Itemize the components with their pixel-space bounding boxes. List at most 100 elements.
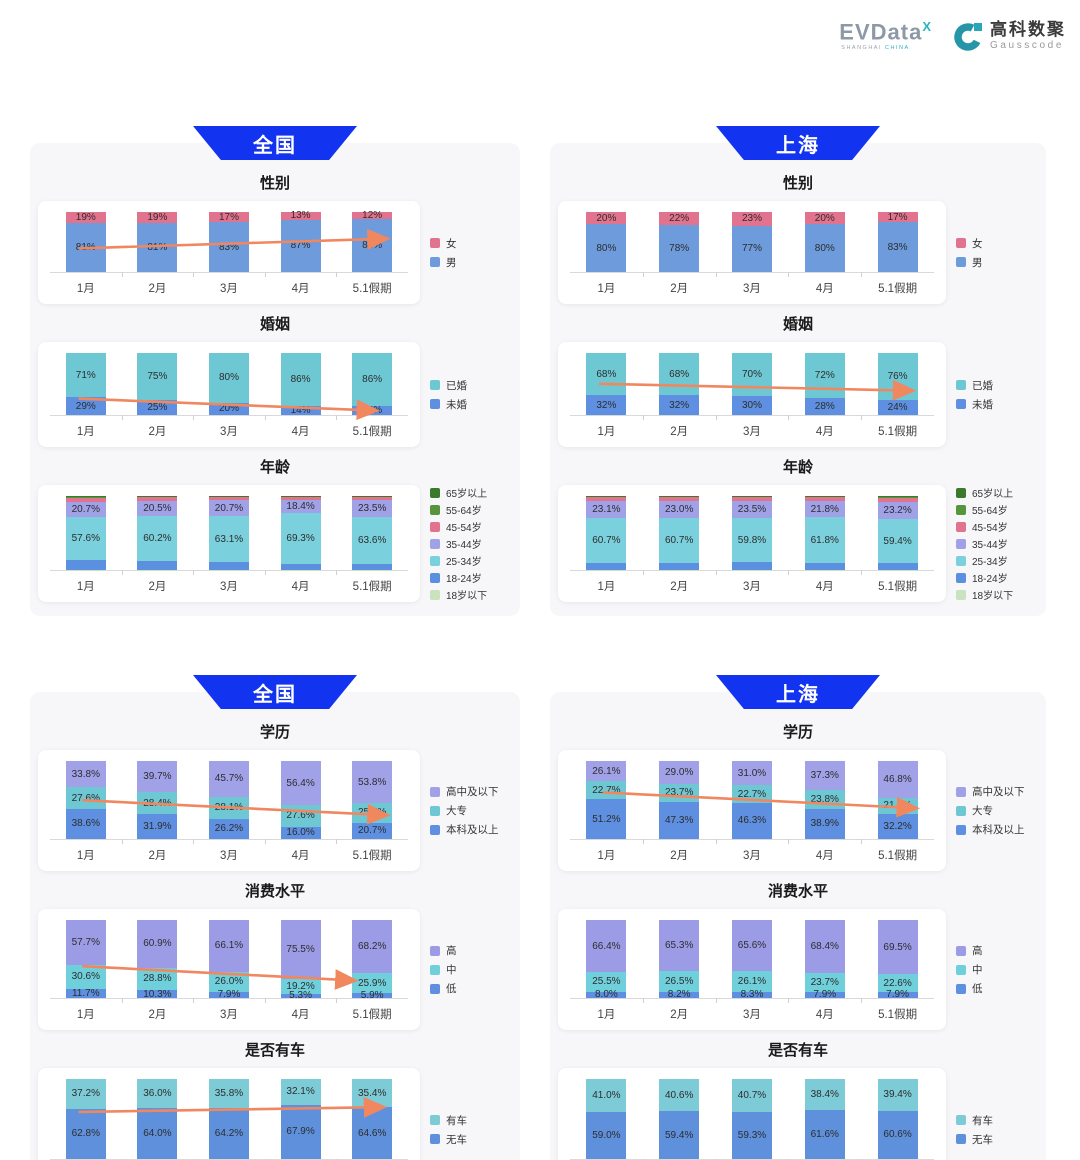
panel-shanghai-socioeconomic: 上海 学历 51.2% 22.7% 26.1% 47.3% 23.7% 29.0% 46.3%… [550, 675, 1046, 1160]
segment-value-label: 23% [741, 213, 762, 225]
chart-婚姻: 婚姻 29% 71% 25% 75% 20% 80% 14% 86% 14% 86% 1月 2月 3月 4月… [38, 313, 512, 447]
segment-value-label: 16.0% [286, 827, 315, 839]
bar-segment-25-34岁: 61.8% [804, 517, 845, 564]
stacked-bar: 32% 68% [659, 353, 700, 415]
chart-card: 38.6% 27.6% 33.8% 31.9% 28.4% 39.7% 26.2% 28.1%… [38, 750, 420, 871]
segment-value-label: 25.5% [357, 807, 387, 819]
bar-segment-未婚: 25% [137, 399, 178, 415]
month-label: 1月 [597, 1009, 616, 1021]
legend-item-无车: 无车 [430, 1132, 512, 1147]
bar-segment-高: 65.6% [731, 920, 772, 972]
legend-swatch-icon [430, 824, 440, 835]
segment-value-label: 32% [669, 399, 690, 411]
bar-segment-男: 78% [659, 225, 700, 272]
month-label: 1月 [76, 581, 95, 593]
bar-segment-本科及以上: 47.3% [659, 802, 700, 839]
axis-tick [642, 272, 644, 277]
legend-item-18岁以下: 18岁以下 [956, 587, 1038, 602]
stacked-bar: 60.7% 23.0% [659, 496, 700, 570]
chart-row: 59.0% 41.0% 59.4% 40.6% 59.3% 40.7% 61.6% 38.4%… [558, 1068, 1038, 1160]
segment-value-label: 7.9% [813, 989, 837, 1001]
bar-slot: 47.3% 23.7% 29.0% [643, 761, 716, 839]
bar-segment-55-64岁 [208, 496, 249, 498]
segment-value-label: 30.6% [71, 971, 100, 983]
stacked-bar: 16.0% 27.6% 56.4% [280, 761, 321, 839]
stacked-bar: 59.3% 40.7% [731, 1079, 772, 1159]
bar-segment-35-44岁: 20.7% [65, 501, 106, 517]
stacked-bar: 61.6% 38.4% [804, 1079, 845, 1159]
bar-slot: 10.3% 28.8% 60.9% [122, 920, 194, 1000]
axis-tick [193, 272, 195, 277]
segment-value-label: 8.2% [667, 989, 691, 1001]
legend-item-65岁以上: 65岁以上 [430, 485, 512, 500]
chart-row: 29% 71% 25% 75% 20% 80% 14% 86% 14% 86% 1月 2月 3月 4月 5.… [38, 342, 512, 447]
legend-label: 未婚 [446, 398, 467, 411]
bar-segment-大专: 22.7% [586, 781, 627, 800]
chart-title: 年龄 [259, 459, 290, 476]
legend-label: 18-24岁 [972, 574, 1008, 585]
axis-tick [715, 570, 717, 575]
bar-segment-大专: 23.7% [659, 783, 700, 803]
bar-slot: 38.9% 23.8% 37.3% [788, 761, 861, 839]
bar-segment-已婚: 70% [731, 353, 772, 397]
axis-tick [336, 998, 338, 1003]
chart-性别: 性别 80% 20% 78% 22% 77% 23% 80% 20% 83% 17% 1月 2月 3月 4月… [558, 172, 1038, 304]
legend-label: 本科及以上 [446, 824, 499, 836]
month-label: 2月 [148, 581, 167, 593]
legend-label: 无车 [446, 1133, 467, 1146]
legend-item-大专: 大专 [430, 803, 512, 818]
legend-label: 高 [972, 945, 983, 957]
bar-segment-女: 13% [280, 210, 321, 221]
bar-segment-35-44岁: 23.5% [731, 500, 772, 519]
legend-item-高中及以下: 高中及以下 [430, 784, 512, 799]
segment-value-label: 20.7% [214, 502, 244, 514]
stacked-bar: 5.3% 19.2% 75.5% [280, 920, 321, 1001]
legend-label: 已婚 [446, 379, 467, 392]
stacked-bar: 80% 20% [586, 212, 627, 272]
chart-row: 57.6% 20.7% 60.2% 20.5% 63.1% 20.7% 69.3% 18.4%… [38, 485, 512, 602]
bar-slot: 60.7% 23.0% [643, 496, 716, 570]
bar-segment-55-64岁 [65, 496, 106, 498]
segment-value-label: 31.0% [737, 767, 767, 779]
segment-value-label: 35.4% [357, 1087, 387, 1099]
x-axis-labels: 1月 2月 3月 4月 5.1假期 [570, 280, 934, 296]
segment-value-label: 59.8% [737, 534, 767, 546]
month-label: 3月 [220, 850, 238, 862]
stacked-bar-plot: 81% 19% 81% 19% 83% 17% 87% 13% 88% 12% [50, 210, 408, 277]
legend-swatch-icon [430, 805, 440, 816]
bar-segment-45-54岁 [586, 497, 627, 501]
bar-slot: 16.0% 27.6% 56.4% [265, 761, 337, 839]
segment-value-label: 77% [741, 243, 762, 255]
bar-segment-45-54岁 [877, 498, 918, 503]
month-label: 1月 [76, 426, 95, 438]
bar-segment-本科及以上: 31.9% [137, 814, 178, 839]
segment-value-label: 25.9% [357, 977, 387, 989]
axis-tick [121, 839, 123, 844]
month-label: 1月 [597, 581, 616, 593]
month-label: 3月 [220, 426, 238, 438]
month-label: 4月 [815, 426, 834, 438]
bar-segment-低: 7.9% [208, 989, 249, 1000]
panel-national-demographics: 全国 性别 81% 19% 81% 19% 83% 17% 87% 13% 88% 12% 1月 2月 3… [30, 126, 520, 616]
bar-slot: 83% 17% [861, 212, 934, 272]
bar-segment-男: 88% [352, 219, 393, 272]
legend-label: 25-34岁 [972, 557, 1008, 568]
stacked-bar: 7.9% 22.6% 69.5% [877, 920, 918, 1000]
segment-value-label: 27.6% [71, 792, 100, 804]
month-label: 5.1假期 [352, 850, 392, 862]
bar-segment-未婚: 32% [659, 395, 700, 415]
bar-segment-本科及以上: 20.7% [352, 822, 393, 839]
bar-slot: 63.1% 20.7% [193, 496, 265, 570]
stacked-bar: 57.6% 20.7% [65, 496, 106, 570]
segment-value-label: 59.3% [737, 1129, 767, 1141]
legend-item-男: 男 [956, 255, 1038, 270]
segment-value-label: 20.7% [357, 825, 387, 837]
axis-tick [336, 415, 338, 420]
month-label: 3月 [743, 1009, 761, 1021]
bar-segment-中: 25.9% [352, 973, 393, 994]
legend-item-有车: 有车 [430, 1113, 512, 1128]
legend-item-高: 高 [430, 943, 512, 958]
segment-value-label: 39.7% [143, 771, 172, 782]
bar-segment-35-44岁: 23.1% [586, 500, 627, 518]
bar-segment-中: 30.6% [65, 965, 106, 989]
